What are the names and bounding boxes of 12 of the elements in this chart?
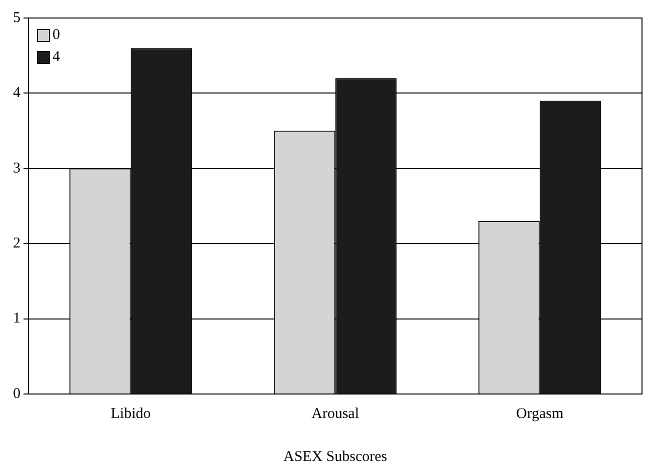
x-tick-label: Arousal xyxy=(312,406,359,422)
legend-label: 4 xyxy=(52,48,60,67)
y-tick-label: 5 xyxy=(13,10,20,26)
y-tick-label: 3 xyxy=(13,160,20,176)
y-tick-label: 2 xyxy=(13,236,20,252)
y-tick-label: 4 xyxy=(13,85,21,102)
y-tick-label: 0 xyxy=(13,386,20,402)
x-axis-title: ASEX Subscores xyxy=(283,448,388,465)
x-tick-label: Orgasm xyxy=(516,406,564,422)
legend-label: 0 xyxy=(52,26,60,45)
y-tick-label: 1 xyxy=(13,310,20,327)
x-tick-label: Libido xyxy=(110,406,151,422)
